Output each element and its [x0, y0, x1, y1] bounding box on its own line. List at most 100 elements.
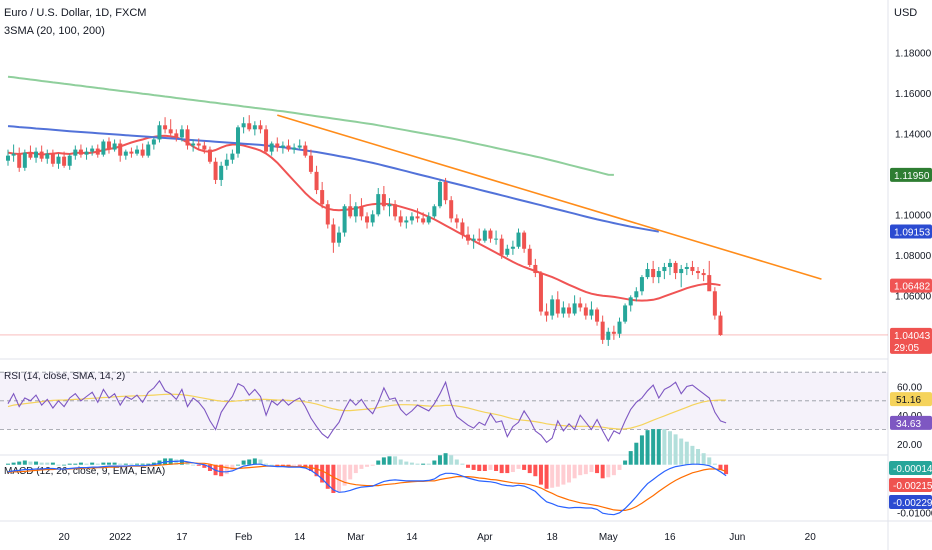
candle-body[interactable]: [286, 145, 291, 150]
candle-body[interactable]: [28, 152, 33, 158]
candle-body[interactable]: [634, 291, 639, 298]
candle-body[interactable]: [359, 206, 364, 217]
candle-body[interactable]: [628, 297, 633, 306]
candle-body[interactable]: [561, 307, 566, 314]
candle-body[interactable]: [297, 145, 302, 148]
candle-body[interactable]: [50, 153, 55, 164]
candle-body[interactable]: [151, 139, 156, 145]
candle-body[interactable]: [179, 129, 184, 138]
candle-body[interactable]: [415, 216, 420, 219]
candle-body[interactable]: [437, 181, 442, 207]
candle-body[interactable]: [56, 156, 61, 164]
candle-body[interactable]: [269, 143, 274, 152]
candle-body[interactable]: [684, 266, 689, 270]
candle-body[interactable]: [6, 155, 10, 161]
candle-body[interactable]: [247, 123, 252, 130]
candle-body[interactable]: [555, 299, 560, 314]
candle-body[interactable]: [331, 224, 336, 243]
candle-body[interactable]: [90, 148, 95, 152]
candle-body[interactable]: [544, 311, 549, 316]
candle-body[interactable]: [140, 149, 145, 156]
candle-body[interactable]: [471, 238, 476, 241]
candle-body[interactable]: [482, 230, 487, 241]
candle-body[interactable]: [718, 315, 723, 335]
candle-body[interactable]: [376, 194, 381, 215]
candle-body[interactable]: [252, 125, 257, 130]
candle-body[interactable]: [11, 153, 16, 156]
candle-body[interactable]: [690, 266, 695, 272]
candle-body[interactable]: [163, 125, 168, 130]
candle-body[interactable]: [460, 222, 465, 235]
candle-body[interactable]: [196, 143, 201, 146]
candle-body[interactable]: [404, 220, 409, 223]
candle-body[interactable]: [78, 149, 83, 155]
candle-body[interactable]: [505, 248, 510, 255]
candle-body[interactable]: [656, 271, 661, 278]
candle-body[interactable]: [611, 331, 616, 334]
candle-body[interactable]: [645, 269, 650, 278]
candle-body[interactable]: [567, 307, 571, 314]
candle-body[interactable]: [241, 123, 246, 128]
candle-body[interactable]: [454, 218, 459, 223]
candle-body[interactable]: [679, 269, 684, 274]
candle-body[interactable]: [264, 129, 269, 152]
candle-body[interactable]: [236, 127, 241, 154]
candle-body[interactable]: [510, 246, 515, 249]
candle-body[interactable]: [213, 161, 218, 180]
candle-body[interactable]: [275, 143, 280, 148]
candle-body[interactable]: [348, 206, 353, 217]
candle-body[interactable]: [17, 153, 22, 168]
candle-body[interactable]: [527, 248, 532, 265]
candle-body[interactable]: [258, 125, 263, 130]
candle-body[interactable]: [466, 234, 471, 241]
candle-body[interactable]: [516, 232, 521, 247]
candle-body[interactable]: [185, 129, 190, 146]
candle-body[interactable]: [449, 200, 454, 219]
candle-body[interactable]: [62, 156, 67, 166]
candle-body[interactable]: [443, 181, 448, 201]
candle-body[interactable]: [314, 171, 319, 191]
candle-body[interactable]: [550, 299, 555, 316]
candle-body[interactable]: [146, 144, 151, 156]
candle-body[interactable]: [421, 218, 426, 223]
candle-body[interactable]: [342, 206, 347, 233]
candle-body[interactable]: [409, 216, 414, 221]
candle-body[interactable]: [606, 331, 611, 340]
candle-body[interactable]: [191, 143, 196, 146]
candle-body[interactable]: [135, 149, 140, 154]
candle-body[interactable]: [84, 151, 89, 155]
candle-body[interactable]: [494, 238, 499, 240]
candle-body[interactable]: [129, 151, 134, 154]
sma-indicator-label[interactable]: 3SMA (20, 100, 200): [4, 25, 105, 37]
candle-body[interactable]: [583, 307, 588, 316]
candle-body[interactable]: [157, 125, 162, 140]
candle-body[interactable]: [365, 216, 370, 223]
candle-body[interactable]: [230, 153, 235, 160]
candle-body[interactable]: [224, 159, 229, 166]
candle-body[interactable]: [67, 155, 72, 166]
candle-body[interactable]: [538, 273, 543, 312]
candle-body[interactable]: [667, 262, 672, 267]
candle-body[interactable]: [432, 206, 437, 217]
candle-body[interactable]: [174, 133, 179, 138]
candle-body[interactable]: [617, 321, 622, 334]
candle-body[interactable]: [219, 165, 224, 180]
candle-body[interactable]: [202, 145, 207, 150]
candle-body[interactable]: [34, 151, 39, 158]
candle-body[interactable]: [393, 204, 398, 217]
candle-body[interactable]: [477, 238, 482, 241]
candle-body[interactable]: [387, 204, 392, 207]
candle-body[interactable]: [118, 143, 123, 156]
candle-body[interactable]: [572, 303, 577, 314]
candle-body[interactable]: [39, 151, 44, 159]
candle-body[interactable]: [73, 149, 78, 156]
candle-body[interactable]: [533, 264, 538, 274]
candle-body[interactable]: [308, 155, 313, 172]
candle-body[interactable]: [95, 148, 100, 155]
trendline[interactable]: [277, 114, 822, 280]
candle-body[interactable]: [662, 266, 667, 272]
candle-body[interactable]: [522, 232, 527, 249]
candle-body[interactable]: [353, 206, 358, 217]
candle-body[interactable]: [381, 194, 386, 207]
